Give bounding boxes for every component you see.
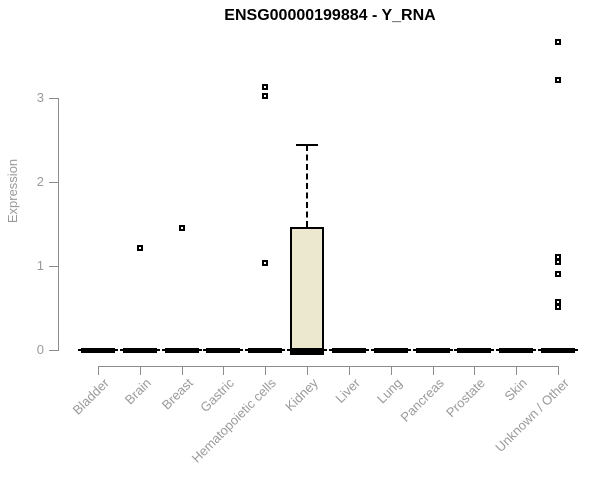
chart-title: ENSG00000199884 - Y_RNA [224, 7, 436, 24]
median-line [457, 348, 492, 353]
y-axis-tick [49, 98, 58, 99]
median-line [81, 348, 115, 353]
upper-whisker [306, 145, 309, 228]
y-axis-tick [49, 350, 58, 351]
median-line [415, 348, 450, 353]
x-axis-tick [558, 367, 560, 375]
median-line [331, 348, 366, 353]
y-tick-label: 1 [36, 258, 44, 273]
x-axis-tick [98, 367, 99, 375]
x-axis-tick [516, 367, 518, 375]
outlier-point [555, 253, 562, 260]
whisker-cap [296, 144, 319, 147]
x-axis-tick [223, 367, 225, 375]
outlier-point [555, 271, 562, 278]
median-line [373, 348, 408, 353]
median-line [206, 348, 241, 353]
median-line [499, 348, 534, 353]
median-line [164, 348, 199, 353]
outlier-point [262, 84, 269, 91]
x-axis-tick [139, 367, 141, 375]
x-axis-tick [432, 367, 434, 375]
median-line [541, 348, 576, 353]
y-axis-tick [49, 182, 58, 183]
median-line [290, 348, 325, 353]
x-axis-tick [390, 367, 392, 375]
outlier-point [555, 304, 562, 311]
outlier-point [262, 260, 269, 267]
y-tick-label: 0 [36, 342, 44, 357]
outlier-point [555, 77, 562, 84]
y-axis-label: Expression [5, 158, 20, 224]
outlier-point [555, 38, 562, 45]
outlier-point [555, 258, 562, 265]
box-iqr [290, 227, 325, 355]
outlier-point [136, 244, 143, 251]
outlier-point [262, 93, 269, 100]
x-axis-tick [474, 367, 476, 375]
y-axis-line [58, 98, 59, 351]
median-line [248, 348, 283, 353]
x-axis-line [98, 366, 559, 367]
x-axis-tick [265, 367, 267, 375]
y-tick-label: 3 [36, 90, 44, 105]
x-axis-tick [181, 367, 183, 375]
outlier-point [555, 299, 562, 306]
x-axis-tick [307, 367, 309, 375]
y-tick-label: 2 [36, 174, 44, 189]
x-axis-tick [348, 367, 350, 375]
y-axis-tick [49, 266, 58, 267]
median-line [122, 348, 157, 353]
outlier-point [178, 225, 185, 232]
